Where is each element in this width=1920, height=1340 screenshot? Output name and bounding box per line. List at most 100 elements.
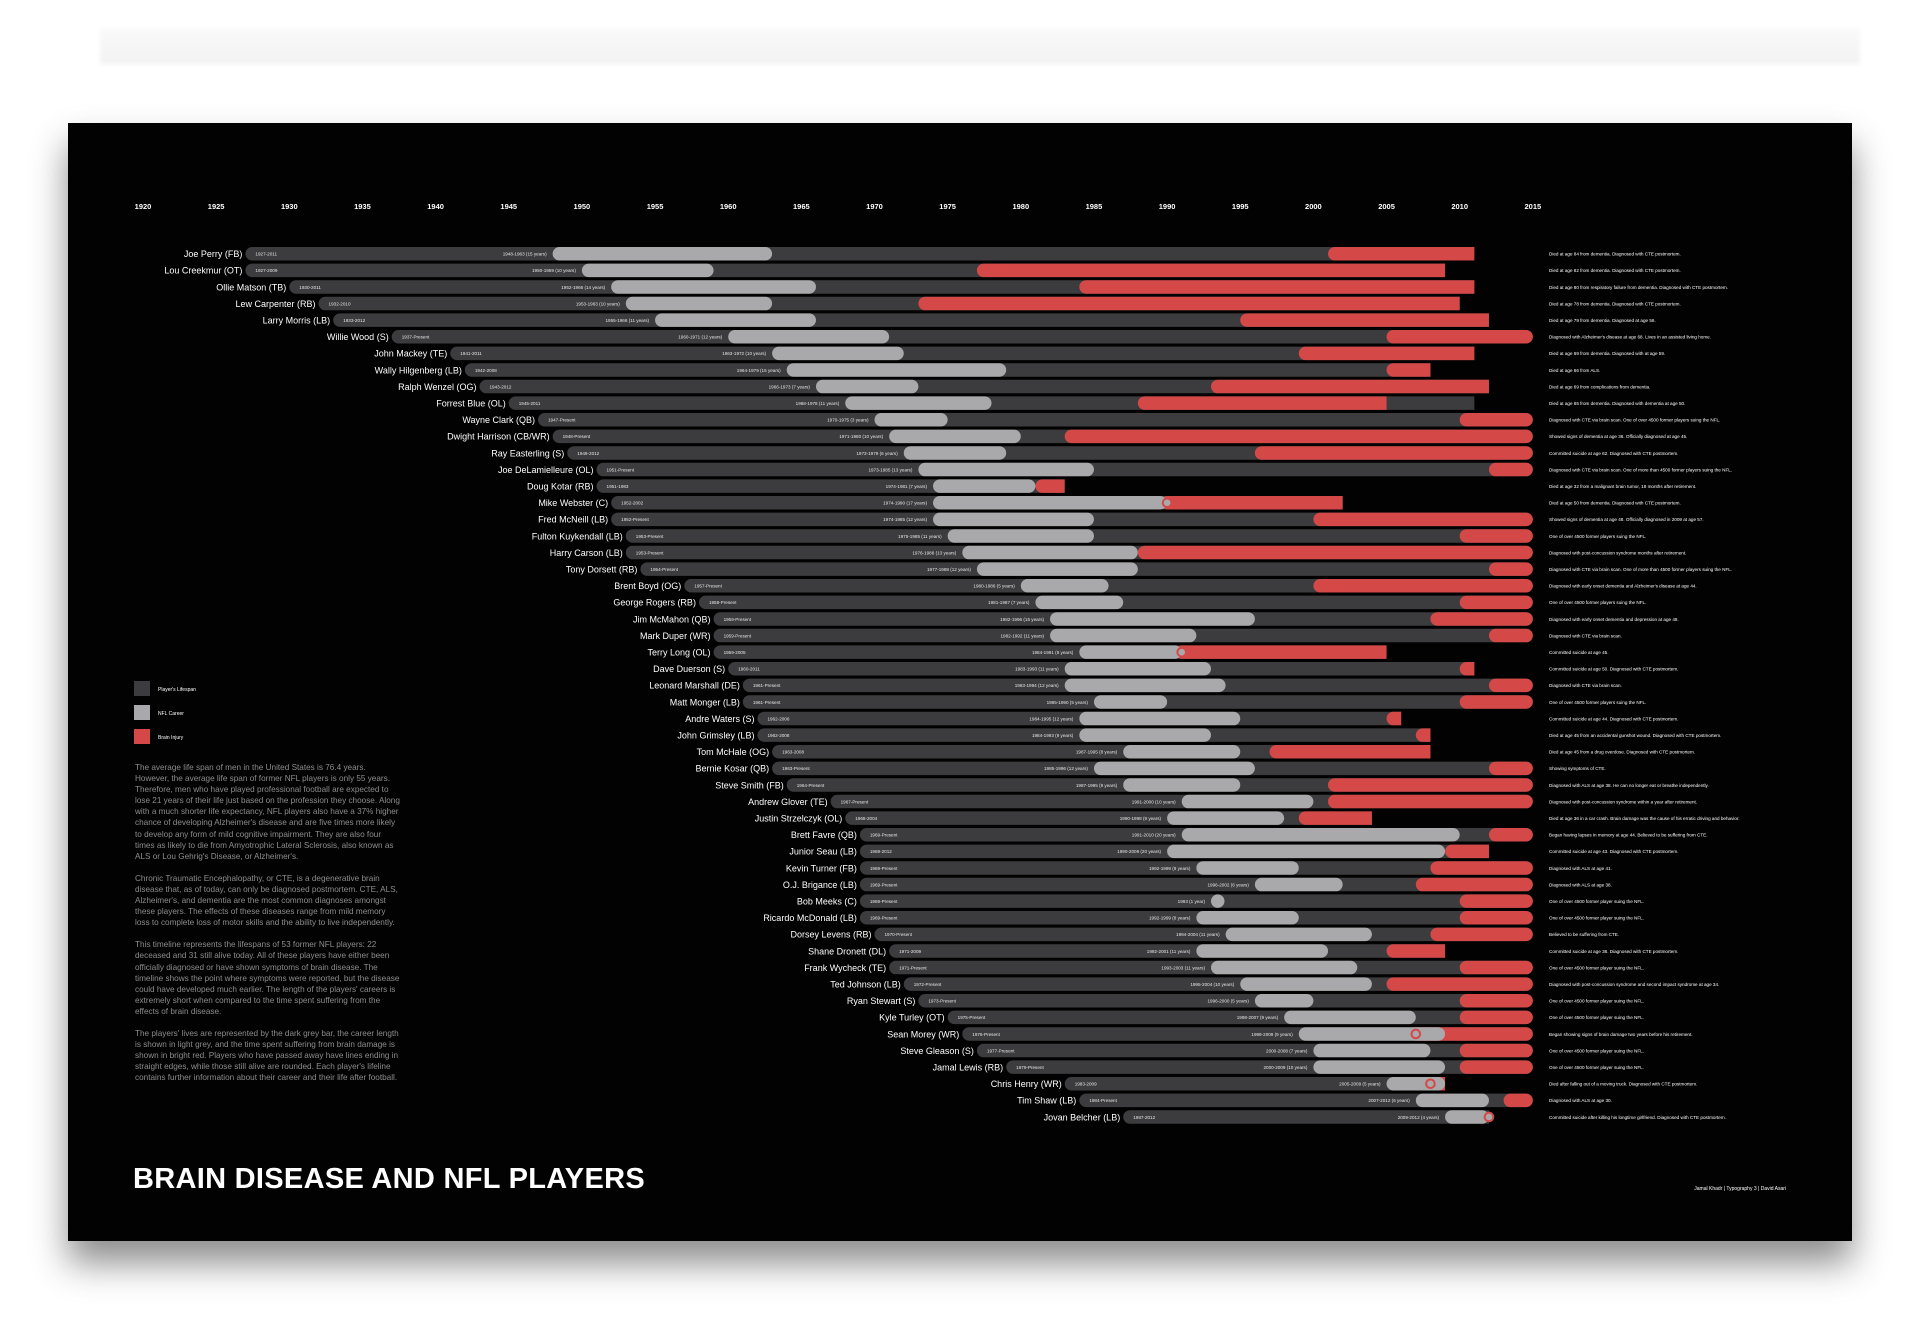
career-label: 1992-2001 (11 years) (1147, 949, 1191, 954)
x-tick-label: 1995 (1232, 202, 1249, 211)
lifespan-bar (333, 313, 1489, 327)
career-bar (655, 313, 816, 327)
career-bar (976, 562, 1138, 576)
description-paragraph: This timeline represents the lifespans o… (135, 940, 400, 1016)
player-row: Larry Morris (LB) 1933-2012 1955-1966 (11 … (263, 313, 1656, 327)
player-name: Fulton Kuykendall (LB) (532, 531, 623, 541)
player-note: Died after falling out of a moving truck… (1549, 1082, 1697, 1087)
player-note: One of over 4500 former player suing the… (1549, 999, 1644, 1004)
injury-onset-marker (1410, 1028, 1422, 1040)
player-name: Larry Morris (LB) (263, 315, 331, 325)
brain-injury-bar (1328, 778, 1533, 792)
career-bar (1079, 728, 1211, 742)
lifespan-label: 1947-Present (548, 418, 576, 423)
career-bar (581, 263, 714, 278)
career-bar (1167, 844, 1446, 859)
player-row: Bernie Kosar (QB) 1963-Present 1985-1996 (… (696, 761, 1606, 776)
career-bar (611, 280, 816, 294)
x-tick-label: 1955 (647, 202, 664, 211)
brain-injury-bar (1459, 662, 1475, 676)
lifespan-label: 1942-2008 (475, 368, 497, 373)
lifespan-label: 1930-2011 (299, 285, 321, 290)
lifespan-label: 1959-2005 (724, 650, 746, 655)
career-label: 1983-1993 (11 years) (1015, 667, 1059, 672)
career-bar (947, 529, 1094, 543)
x-tick-label: 1950 (574, 202, 591, 211)
player-row: Ted Johnson (LB) 1972-Present 1995-2004 (1… (830, 977, 1719, 991)
x-tick-label: 2005 (1378, 202, 1395, 211)
player-name: Steve Smith (FB) (715, 780, 784, 790)
legend-swatch (134, 705, 150, 720)
lifespan-label: 1962-2008 (767, 733, 789, 738)
career-bar (1210, 960, 1358, 975)
career-label: 1990-2009 (20 years) (1117, 849, 1161, 854)
player-name: Steve Gleason (S) (900, 1046, 974, 1056)
player-name: Frank Wycheck (TE) (804, 963, 886, 973)
brain-injury-bar (1430, 612, 1533, 626)
player-name: Wally Hilgenberg (LB) (375, 365, 462, 375)
lifespan-label: 1961-Present (753, 700, 781, 705)
career-label: 1981-1987 (7 years) (988, 600, 1030, 605)
lifespan-label: 1976-Present (972, 1032, 1000, 1037)
lifespan-bar (450, 346, 1475, 361)
player-note: Diagnosed with early onset dementia and … (1549, 584, 1697, 589)
brain-injury-bar (1328, 794, 1533, 809)
player-row: Ralph Wenzel (OG) 1943-2012 1966-1973 (7 y… (398, 379, 1650, 394)
career-label: 1968-1978 (11 years) (796, 401, 840, 406)
description-paragraph: The players' lives are represented by th… (135, 1028, 399, 1083)
player-name: Ted Johnson (LB) (830, 979, 901, 989)
brain-injury-bar (1459, 413, 1533, 427)
player-row: Shane Dronett (DL) 1971-2009 1992-2001 (11… (808, 944, 1678, 958)
player-name: Forrest Blue (OL) (436, 398, 506, 408)
lifespan-label: 1972-Present (914, 982, 942, 987)
player-name: Ryan Stewart (S) (847, 996, 916, 1006)
player-name: George Rogers (RB) (613, 598, 696, 608)
career-label: 2009-2012 (4 years) (1398, 1115, 1440, 1120)
career-label: 1971-1980 (10 years) (839, 434, 883, 439)
background-shadow (100, 28, 1860, 64)
brain-injury-bar (1459, 529, 1533, 543)
career-label: 1994-2004 (11 years) (1176, 932, 1220, 937)
career-bar (625, 296, 773, 311)
career-label: 2005-2009 (5 years) (1339, 1082, 1381, 1087)
lifespan-label: 1951-Present (607, 467, 635, 472)
brain-injury-bar (1488, 462, 1533, 477)
x-tick-label: 1940 (427, 202, 444, 211)
career-label: 1973-1979 (6 years) (856, 451, 898, 456)
brain-injury-bar (1459, 595, 1533, 610)
credit-line: Jamal Khadr | Typography 3 | David Asari (1694, 1186, 1786, 1192)
career-label: 1984-1993 (9 years) (1032, 733, 1074, 738)
player-row: Ricardo McDonald (LB) 1969-Present 1992-19… (763, 911, 1644, 925)
player-name: Ray Easterling (S) (491, 448, 564, 458)
lifespan-label: 1952-Present (621, 517, 649, 522)
player-note: Committed suicide at age 38. Diagnosed w… (1549, 949, 1678, 954)
player-row: Kyle Turley (OT) 1975-Present 1998-2007 (9… (879, 1010, 1644, 1025)
x-tick-label: 1930 (281, 202, 298, 211)
timeline-chart: 1920 1925 1930 1935 1940 1945 1950 1955 1960 1965… (134, 202, 1740, 1124)
player-name: Doug Kotar (RB) (527, 481, 594, 491)
player-note: Died at age 32 from a malignant brain tu… (1549, 484, 1696, 489)
x-tick-label: 1925 (208, 202, 225, 211)
player-name: John Grimsley (LB) (677, 730, 754, 740)
description-paragraph: Chronic Traumatic Encephalopathy, or CTE… (135, 873, 398, 928)
player-name: O.J. Brigance (LB) (783, 880, 857, 890)
player-note: Diagnosed with post-concussion syndrome … (1549, 550, 1686, 555)
player-note: One of over 4500 former players suing th… (1549, 534, 1646, 539)
brain-injury-bar (1137, 545, 1533, 560)
lifespan-label: 1937-Present (402, 335, 430, 340)
lifespan-label: 1969-Present (870, 866, 898, 871)
brain-injury-bar (1313, 579, 1533, 593)
career-bar (772, 346, 904, 361)
lifespan-label: 1953-Present (636, 550, 664, 555)
career-bar (1210, 894, 1225, 908)
player-row: Mike Webster (C) 1952-2002 1974-1990 (17 y… (538, 496, 1681, 510)
brain-injury-bar (1459, 960, 1533, 975)
career-label: 1963-1972 (10 years) (722, 351, 766, 356)
lifespan-bar (1123, 1110, 1489, 1124)
x-tick-label: 1935 (354, 202, 371, 211)
x-tick-label: 2010 (1451, 202, 1468, 211)
player-note: Died at age 69 from complications from d… (1549, 384, 1650, 389)
career-bar (1196, 944, 1329, 958)
career-label: 1952-1966 (14 years) (561, 285, 605, 290)
brain-injury-bar (1488, 678, 1533, 693)
